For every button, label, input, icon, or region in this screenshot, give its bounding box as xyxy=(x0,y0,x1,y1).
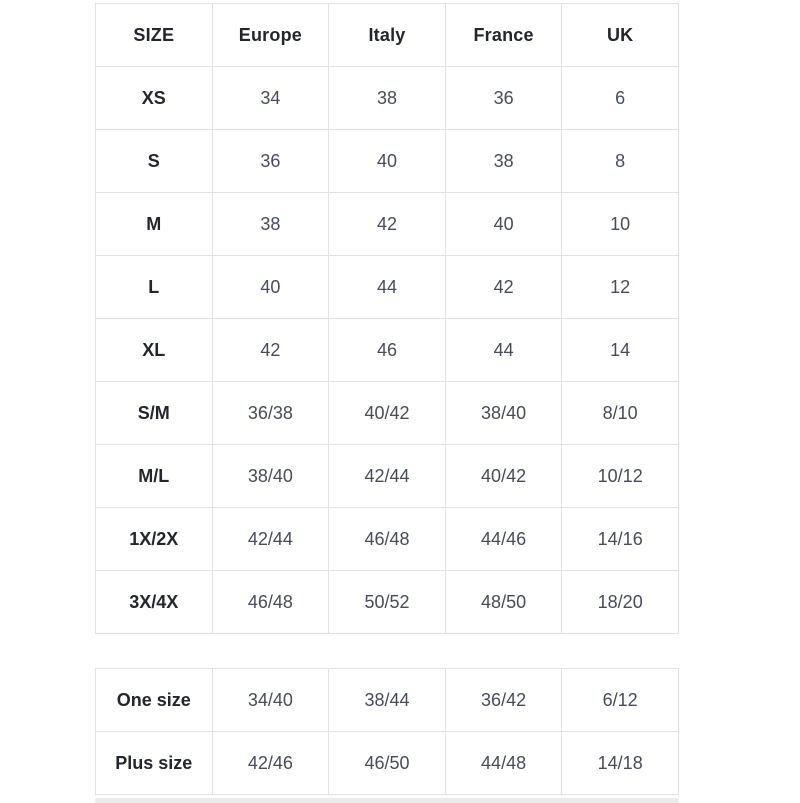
value-cell: 36/42 xyxy=(444,668,563,732)
size-label-cell: S xyxy=(95,129,213,193)
value-cell: 46/48 xyxy=(328,507,446,571)
table-row-xl: XL 42 46 44 14 xyxy=(95,318,679,382)
value-cell: 38/40 xyxy=(444,381,563,445)
table-row-sm: S/M 36/38 40/42 38/40 8/10 xyxy=(95,381,679,445)
table-row-one-size: One size 34/40 38/44 36/42 6/12 xyxy=(95,668,679,732)
size-conversion-tables: SIZE Europe Italy France UK XS 34 38 36 … xyxy=(95,3,679,803)
value-cell: 36 xyxy=(444,66,563,130)
value-cell: 46/50 xyxy=(328,731,446,795)
value-cell: 44 xyxy=(328,255,446,319)
value-cell: 12 xyxy=(561,255,679,319)
size-label-cell: XS xyxy=(95,66,213,130)
value-cell: 38 xyxy=(328,66,446,130)
size-label-cell: M/L xyxy=(95,444,213,508)
value-cell: 40/42 xyxy=(444,444,563,508)
value-cell: 42/44 xyxy=(211,507,330,571)
value-cell: 8 xyxy=(561,129,679,193)
value-cell: 36/38 xyxy=(211,381,330,445)
value-cell: 42/44 xyxy=(328,444,446,508)
value-cell: 38 xyxy=(444,129,563,193)
value-cell: 42 xyxy=(444,255,563,319)
value-cell: 42/46 xyxy=(211,731,330,795)
value-cell: 38/44 xyxy=(328,668,446,732)
value-cell: 48/50 xyxy=(444,570,563,634)
value-cell: 34 xyxy=(211,66,330,130)
table-row-m: M 38 42 40 10 xyxy=(95,192,679,256)
table-row-ml: M/L 38/40 42/44 40/42 10/12 xyxy=(95,444,679,508)
size-label-cell: One size xyxy=(95,668,213,732)
value-cell: 40/42 xyxy=(328,381,446,445)
value-cell: 38/40 xyxy=(211,444,330,508)
size-label-cell: Plus size xyxy=(95,731,213,795)
size-conversion-table: SIZE Europe Italy France UK XS 34 38 36 … xyxy=(95,3,679,634)
value-cell: 10 xyxy=(561,192,679,256)
header-cell-uk: UK xyxy=(561,3,679,67)
value-cell: 38 xyxy=(211,192,330,256)
value-cell: 34/40 xyxy=(211,668,330,732)
size-label-cell: 3X/4X xyxy=(95,570,213,634)
header-cell-italy: Italy xyxy=(328,3,446,67)
table-row-1x2x: 1X/2X 42/44 46/48 44/46 14/16 xyxy=(95,507,679,571)
value-cell: 44 xyxy=(444,318,563,382)
value-cell: 50/52 xyxy=(328,570,446,634)
value-cell: 40 xyxy=(211,255,330,319)
value-cell: 36 xyxy=(211,129,330,193)
header-cell-france: France xyxy=(444,3,563,67)
value-cell: 6 xyxy=(561,66,679,130)
table-row-l: L 40 44 42 12 xyxy=(95,255,679,319)
header-row: SIZE Europe Italy France UK xyxy=(95,3,679,67)
size-label-cell: L xyxy=(95,255,213,319)
header-cell-size: SIZE xyxy=(95,3,213,67)
size-label-cell: XL xyxy=(95,318,213,382)
value-cell: 42 xyxy=(328,192,446,256)
value-cell: 14/18 xyxy=(561,731,679,795)
value-cell: 40 xyxy=(444,192,563,256)
value-cell: 6/12 xyxy=(561,668,679,732)
header-cell-europe: Europe xyxy=(211,3,330,67)
cutoff-next-element-edge xyxy=(95,798,679,803)
table-row-xs: XS 34 38 36 6 xyxy=(95,66,679,130)
value-cell: 10/12 xyxy=(561,444,679,508)
table-row-3x4x: 3X/4X 46/48 50/52 48/50 18/20 xyxy=(95,570,679,634)
value-cell: 8/10 xyxy=(561,381,679,445)
value-cell: 40 xyxy=(328,129,446,193)
size-label-cell: S/M xyxy=(95,381,213,445)
value-cell: 18/20 xyxy=(561,570,679,634)
value-cell: 46 xyxy=(328,318,446,382)
special-sizes-table: One size 34/40 38/44 36/42 6/12 Plus siz… xyxy=(95,668,679,795)
value-cell: 42 xyxy=(211,318,330,382)
size-label-cell: 1X/2X xyxy=(95,507,213,571)
value-cell: 44/48 xyxy=(444,731,563,795)
value-cell: 46/48 xyxy=(211,570,330,634)
table-row-plus-size: Plus size 42/46 46/50 44/48 14/18 xyxy=(95,731,679,795)
value-cell: 44/46 xyxy=(444,507,563,571)
size-label-cell: M xyxy=(95,192,213,256)
table-row-s: S 36 40 38 8 xyxy=(95,129,679,193)
value-cell: 14 xyxy=(561,318,679,382)
value-cell: 14/16 xyxy=(561,507,679,571)
